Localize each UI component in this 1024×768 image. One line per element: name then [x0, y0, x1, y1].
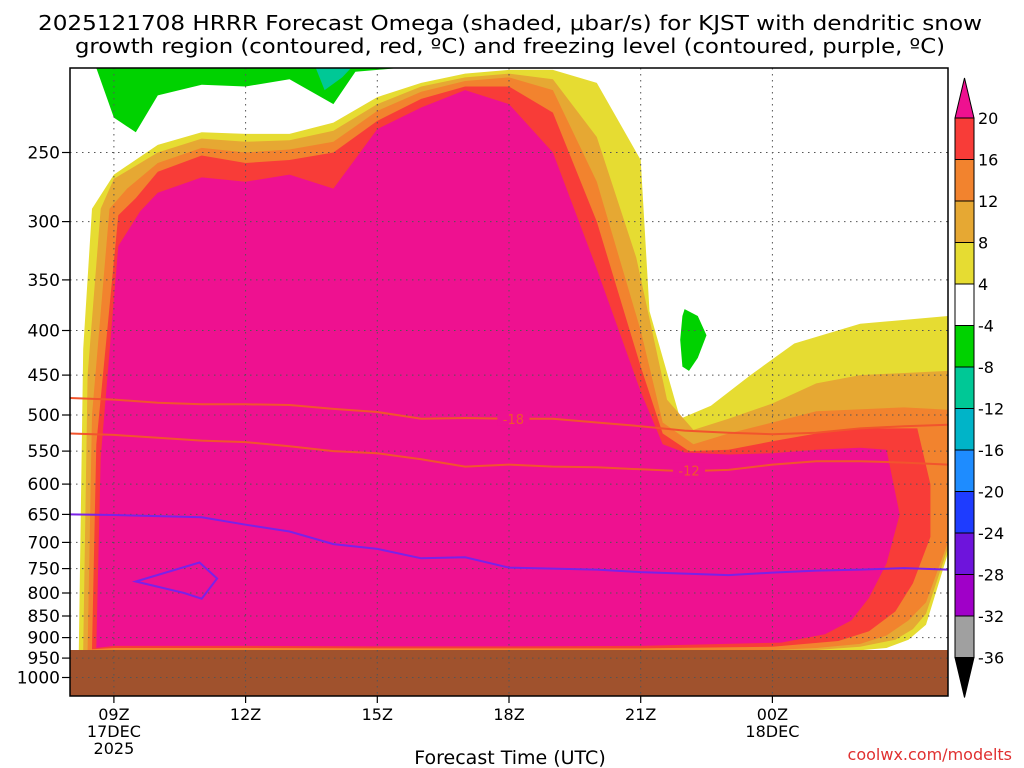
y-tick-label: 650 [28, 505, 60, 525]
plot-area: -18 -12 [69, 67, 949, 697]
omega-shading [78, 68, 949, 655]
y-tick-label: 1000 [17, 669, 60, 689]
chart-title-line1: 2025121708 HRRR Forecast Omega (shaded, … [38, 11, 982, 35]
x-tick-label: 18DEC [745, 722, 799, 741]
x-tick-label: 18Z [493, 705, 524, 724]
x-tick-label: 2025 [94, 739, 135, 758]
colorbar-bin [954, 283, 975, 326]
colorbar: 20 16 12 8 4 -4 -8 -12 -16 -20 -24 -28 -32 -36 [954, 77, 1004, 698]
colorbar-label: -4 [978, 317, 994, 336]
colorbar-label: 4 [978, 275, 988, 294]
y-tick-label: 300 [28, 213, 60, 233]
dgz-contour-label: -12 [678, 465, 699, 480]
colorbar-bin [954, 159, 975, 202]
x-tick-label: 00Z [757, 705, 788, 724]
omega-region-20 [96, 90, 900, 649]
y-tick-label: 550 [28, 442, 60, 462]
colorbar-bin [954, 242, 975, 285]
colorbar-bin [954, 117, 975, 160]
dgz-label-bg [497, 410, 530, 426]
y-tick-label: 750 [28, 560, 60, 580]
colorbar-bin [954, 615, 975, 658]
freezing-level-contours [69, 513, 949, 600]
y-tick-label: 800 [28, 584, 60, 604]
y-tick-label: 900 [28, 629, 60, 649]
colorbar-bin [954, 532, 975, 575]
colorbar-label: 12 [978, 192, 998, 211]
colorbar-bin [954, 77, 975, 119]
freezing-level-line [69, 513, 949, 577]
omega-region--8 [680, 309, 707, 371]
chart-title-line2: growth region (contoured, red, ºC) and f… [75, 34, 945, 58]
y-tick-label: 450 [28, 366, 60, 386]
colorbar-label: -16 [978, 441, 1004, 460]
dgz-contour [69, 432, 949, 473]
dgz-contour-label: -18 [503, 413, 524, 428]
colorbar-bin [954, 657, 975, 698]
colorbar-label: -24 [978, 524, 1004, 543]
colorbar-bin [954, 449, 975, 492]
grid-lines [70, 68, 948, 696]
colorbar-label: 16 [978, 151, 998, 170]
x-tick-label: 15Z [362, 705, 393, 724]
colorbar-label: -12 [978, 400, 1004, 419]
y-tick-label: 500 [28, 406, 60, 426]
omega-region--12 [315, 68, 351, 91]
x-tick-label: 17DEC [87, 722, 141, 741]
colorbar-label: -36 [978, 649, 1004, 668]
x-axis-label: Forecast Time (UTC) [414, 747, 605, 768]
colorbar-label: -28 [978, 566, 1004, 585]
x-tick-label: 09Z [98, 705, 129, 724]
y-tick-label: 250 [28, 144, 60, 164]
colorbar-label: -32 [978, 607, 1004, 626]
colorbar-label: 20 [978, 109, 998, 128]
freezing-level-line [131, 561, 219, 600]
y-tick-label: 700 [28, 533, 60, 553]
colorbar-bin [954, 408, 975, 451]
x-tick-label: 12Z [230, 705, 261, 724]
credit-link[interactable]: coolwx.com/modelts [848, 745, 1012, 764]
colorbar-label: -20 [978, 483, 1004, 502]
y-axis-ticks: 2503003504004505005506006507007508008509… [17, 144, 70, 689]
colorbar-bin [954, 491, 975, 534]
dendritic-growth-contours: -18 -12 [69, 397, 949, 480]
y-tick-label: 850 [28, 607, 60, 627]
colorbar-label: 8 [978, 234, 988, 253]
colorbar-bin [954, 200, 975, 243]
dgz-label-bg [673, 462, 705, 478]
y-tick-label: 350 [28, 271, 60, 291]
y-tick-label: 400 [28, 322, 60, 342]
x-tick-label: 21Z [625, 705, 656, 724]
colorbar-bin [954, 325, 975, 368]
y-tick-label: 600 [28, 475, 60, 495]
colorbar-bin [954, 574, 975, 617]
colorbar-label: -8 [978, 358, 994, 377]
colorbar-bin [954, 366, 975, 409]
y-tick-label: 950 [28, 649, 60, 669]
